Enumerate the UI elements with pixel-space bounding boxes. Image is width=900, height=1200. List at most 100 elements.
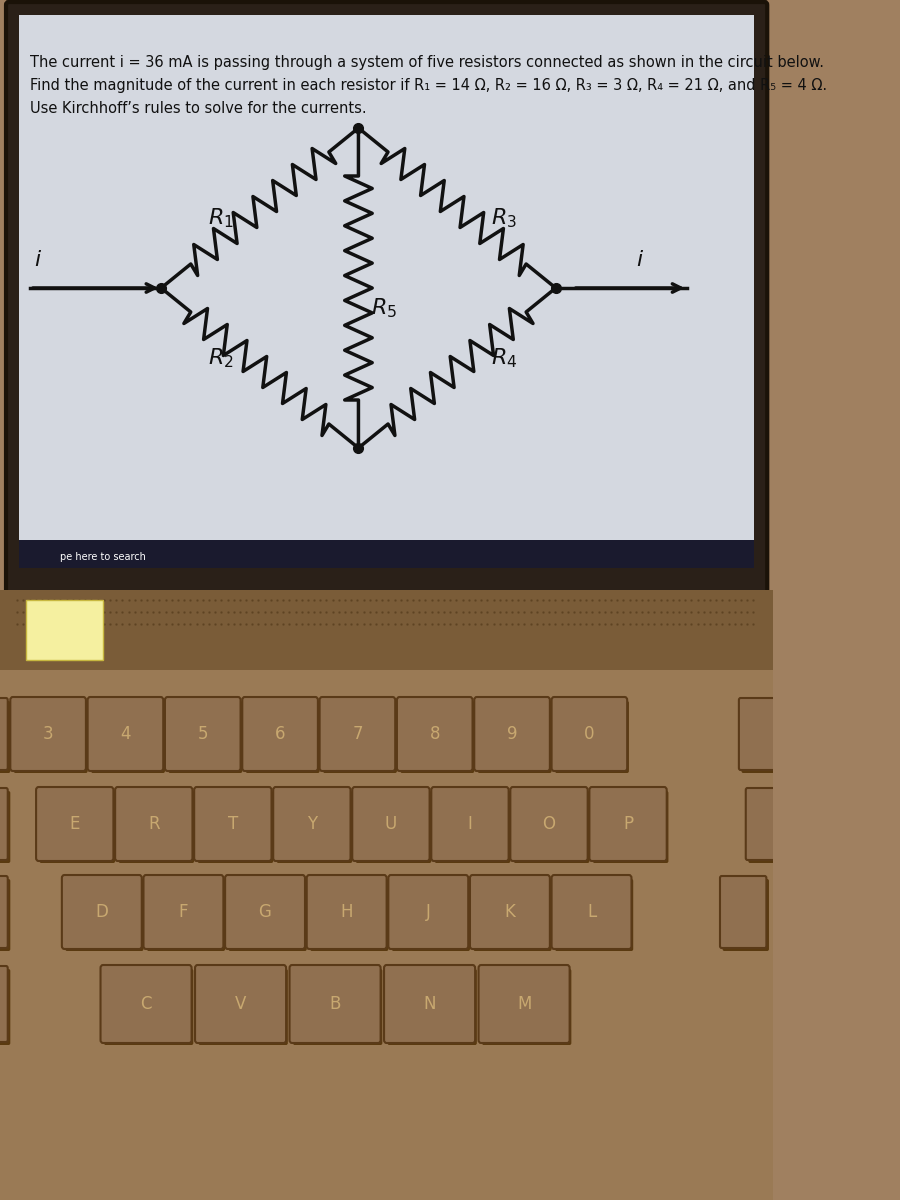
FancyBboxPatch shape (473, 878, 552, 950)
FancyBboxPatch shape (0, 791, 10, 863)
Text: $R_1$: $R_1$ (208, 206, 234, 229)
Text: Find the magnitude of the current in each resistor if R₁ = 14 Ω, R₂ = 16 Ω, R₃ =: Find the magnitude of the current in eac… (30, 78, 827, 92)
Text: E: E (69, 815, 80, 833)
FancyBboxPatch shape (62, 875, 142, 949)
Text: D: D (95, 902, 108, 922)
Text: $i$: $i$ (635, 250, 644, 270)
Bar (26, 600, 104, 660)
FancyBboxPatch shape (510, 787, 588, 862)
Text: $R_4$: $R_4$ (491, 346, 518, 370)
FancyBboxPatch shape (474, 697, 550, 770)
Bar (19, 540, 754, 568)
Text: U: U (385, 815, 397, 833)
Text: L: L (587, 902, 596, 922)
Text: J: J (426, 902, 431, 922)
FancyBboxPatch shape (384, 965, 475, 1043)
FancyBboxPatch shape (435, 791, 510, 863)
Text: Y: Y (307, 815, 317, 833)
FancyBboxPatch shape (392, 878, 470, 950)
Bar (0, 590, 773, 670)
Text: F: F (179, 902, 188, 922)
FancyBboxPatch shape (195, 965, 286, 1043)
FancyBboxPatch shape (352, 787, 429, 862)
Text: N: N (423, 995, 436, 1013)
FancyBboxPatch shape (0, 698, 8, 770)
FancyBboxPatch shape (104, 970, 194, 1045)
Text: The current i = 36 mA is passing through a system of five resistors connected as: The current i = 36 mA is passing through… (30, 55, 824, 70)
FancyBboxPatch shape (66, 878, 143, 950)
Text: $R_5$: $R_5$ (371, 296, 397, 319)
FancyBboxPatch shape (514, 791, 590, 863)
FancyBboxPatch shape (590, 787, 667, 862)
FancyBboxPatch shape (748, 791, 795, 863)
FancyBboxPatch shape (0, 788, 8, 860)
FancyBboxPatch shape (0, 876, 8, 948)
FancyBboxPatch shape (194, 787, 272, 862)
FancyBboxPatch shape (225, 875, 305, 949)
FancyBboxPatch shape (742, 701, 788, 773)
FancyBboxPatch shape (720, 876, 767, 948)
FancyBboxPatch shape (0, 878, 10, 950)
Text: C: C (140, 995, 152, 1013)
FancyBboxPatch shape (143, 875, 223, 949)
FancyBboxPatch shape (199, 970, 288, 1045)
FancyBboxPatch shape (229, 878, 307, 950)
FancyBboxPatch shape (555, 701, 629, 773)
FancyBboxPatch shape (470, 875, 550, 949)
Text: P: P (623, 815, 633, 833)
Text: 0: 0 (584, 725, 595, 743)
FancyBboxPatch shape (101, 965, 192, 1043)
Text: 6: 6 (274, 725, 285, 743)
FancyBboxPatch shape (307, 875, 387, 949)
FancyBboxPatch shape (0, 966, 8, 1042)
Text: B: B (329, 995, 341, 1013)
FancyBboxPatch shape (290, 965, 381, 1043)
FancyBboxPatch shape (276, 791, 352, 863)
Text: T: T (228, 815, 238, 833)
Text: $i$: $i$ (34, 250, 42, 270)
FancyBboxPatch shape (552, 875, 632, 949)
FancyBboxPatch shape (91, 701, 165, 773)
FancyBboxPatch shape (397, 697, 472, 770)
FancyBboxPatch shape (388, 875, 468, 949)
FancyBboxPatch shape (310, 878, 388, 950)
FancyBboxPatch shape (198, 791, 274, 863)
Text: pe here to search: pe here to search (60, 552, 146, 562)
FancyBboxPatch shape (115, 787, 193, 862)
FancyBboxPatch shape (482, 970, 572, 1045)
FancyBboxPatch shape (555, 878, 634, 950)
FancyBboxPatch shape (723, 878, 769, 950)
FancyBboxPatch shape (0, 970, 10, 1045)
Text: 4: 4 (121, 725, 130, 743)
Text: I: I (467, 815, 472, 833)
Text: 9: 9 (507, 725, 517, 743)
Text: Use Kirchhoff’s rules to solve for the currents.: Use Kirchhoff’s rules to solve for the c… (30, 101, 366, 116)
Text: V: V (235, 995, 247, 1013)
Bar (19, 14, 754, 560)
FancyBboxPatch shape (746, 788, 792, 860)
FancyBboxPatch shape (14, 701, 87, 773)
FancyBboxPatch shape (168, 701, 242, 773)
FancyBboxPatch shape (119, 791, 194, 863)
Text: 3: 3 (43, 725, 53, 743)
FancyBboxPatch shape (323, 701, 397, 773)
FancyBboxPatch shape (40, 791, 115, 863)
FancyBboxPatch shape (242, 697, 318, 770)
Text: 7: 7 (352, 725, 363, 743)
Text: R: R (148, 815, 159, 833)
Text: H: H (340, 902, 353, 922)
FancyBboxPatch shape (431, 787, 508, 862)
Text: 5: 5 (197, 725, 208, 743)
Text: G: G (258, 902, 272, 922)
FancyBboxPatch shape (87, 697, 163, 770)
Text: $R_2$: $R_2$ (208, 346, 234, 370)
FancyBboxPatch shape (593, 791, 669, 863)
Text: 8: 8 (429, 725, 440, 743)
FancyBboxPatch shape (147, 878, 225, 950)
Bar (0, 670, 773, 1200)
FancyBboxPatch shape (0, 701, 10, 773)
FancyBboxPatch shape (320, 697, 395, 770)
FancyBboxPatch shape (6, 2, 767, 598)
FancyBboxPatch shape (478, 701, 552, 773)
Text: O: O (543, 815, 555, 833)
